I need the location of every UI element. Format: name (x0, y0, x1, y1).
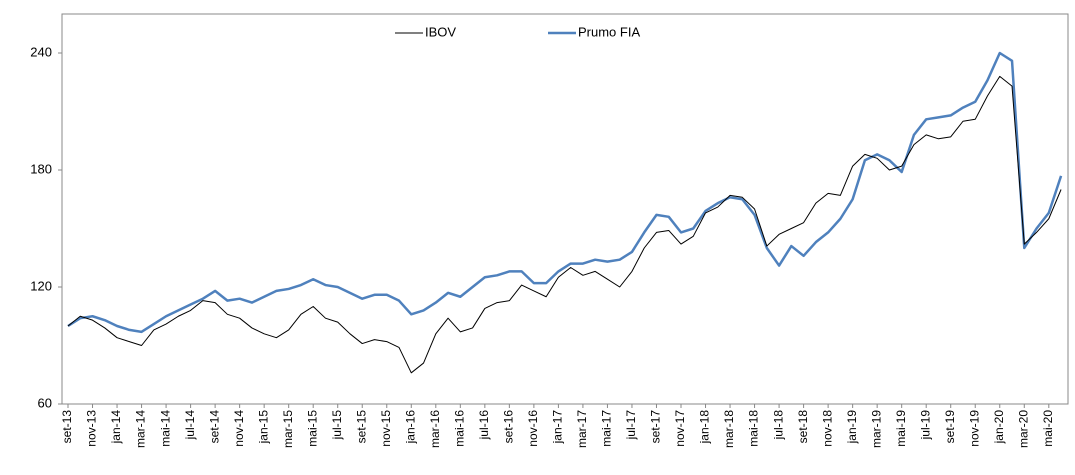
y-tick-label: 240 (30, 44, 52, 59)
plot-frame (61, 13, 1069, 405)
x-tick-label: mai-16 (452, 410, 466, 447)
x-tick-label: mar-20 (1016, 410, 1030, 448)
series-line (67, 75, 1062, 374)
x-tick-label: jul-18 (771, 410, 785, 441)
x-tick-label: set-15 (354, 410, 368, 444)
x-tick-label: jul-19 (918, 410, 932, 441)
x-tick-label: mai-18 (747, 410, 761, 447)
x-tick-label: mar-19 (869, 410, 883, 448)
x-tick-label: nov-18 (820, 410, 834, 447)
x-tick-label: mai-19 (894, 410, 908, 447)
x-tick-label: jul-14 (183, 410, 197, 441)
x-tick-label: mar-14 (134, 410, 148, 448)
legend-label: Prumo FIA (578, 24, 640, 39)
x-tick-label: jan-20 (992, 410, 1006, 445)
x-tick-label: nov-13 (85, 410, 99, 447)
x-tick-label: nov-14 (232, 410, 246, 447)
y-tick-label: 180 (30, 161, 52, 176)
x-tick-label: set-17 (649, 410, 663, 444)
y-tick-label: 60 (38, 395, 52, 410)
legend-label: IBOV (425, 24, 456, 39)
x-tick-label: jan-17 (551, 410, 565, 445)
x-tick-label: mai-17 (600, 410, 614, 447)
x-tick-label: set-14 (207, 410, 221, 444)
x-tick-label: nov-15 (379, 410, 393, 447)
x-tick-label: jul-15 (330, 410, 344, 441)
x-tick-label: mai-14 (158, 410, 172, 447)
x-tick-label: set-19 (943, 410, 957, 444)
x-tick-label: mai-20 (1041, 410, 1055, 447)
x-tick-label: jan-18 (698, 410, 712, 445)
x-tick-label: mar-16 (428, 410, 442, 448)
x-tick-label: jan-15 (256, 410, 270, 445)
x-tick-label: jul-17 (624, 410, 638, 441)
x-tick-label: jan-14 (109, 410, 123, 445)
series-line (67, 51, 1063, 334)
x-tick-label: mai-15 (305, 410, 319, 447)
x-tick-label: jul-16 (477, 410, 491, 441)
x-tick-label: nov-17 (673, 410, 687, 447)
x-tick-label: set-16 (502, 410, 516, 444)
x-tick-label: mar-15 (281, 410, 295, 448)
x-tick-label: nov-16 (526, 410, 540, 447)
x-tick-label: mar-17 (575, 410, 589, 448)
y-tick-label: 120 (30, 278, 52, 293)
x-tick-label: nov-19 (967, 410, 981, 447)
x-tick-label: set-13 (60, 410, 74, 444)
x-tick-label: jan-19 (845, 410, 859, 445)
x-tick-label: mar-18 (722, 410, 736, 448)
x-tick-label: set-18 (796, 410, 810, 444)
x-tick-label: jan-16 (403, 410, 417, 445)
